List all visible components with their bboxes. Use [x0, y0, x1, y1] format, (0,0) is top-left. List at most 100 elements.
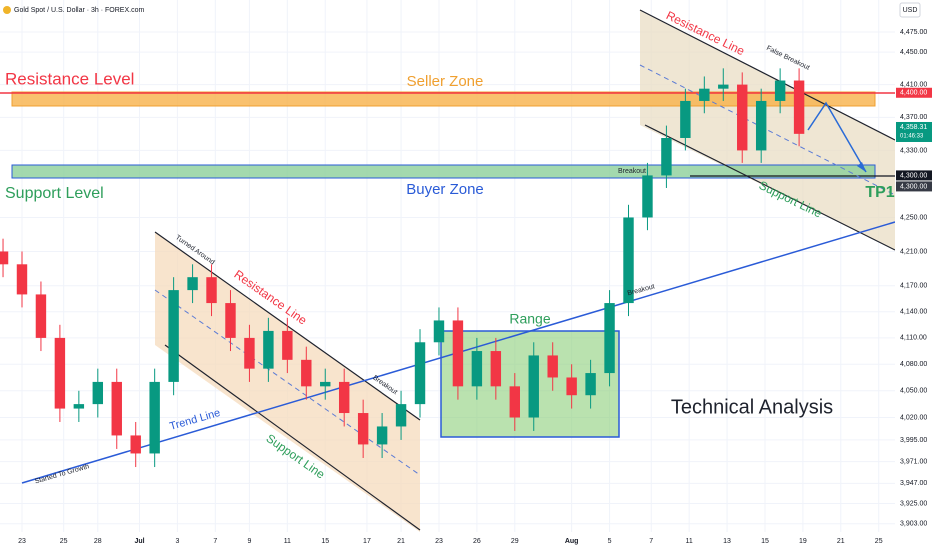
x-tick-label: 25 — [60, 538, 68, 545]
candle-body — [680, 100, 691, 138]
candle-body — [699, 88, 710, 101]
x-tick-label: 23 — [18, 538, 26, 545]
candle-body — [661, 137, 672, 176]
y-tick-label: 3,903.00 — [900, 521, 927, 528]
candle-body — [73, 404, 85, 409]
price-label-box — [896, 121, 932, 142]
annotation: Breakout — [618, 168, 646, 175]
channel-fill — [640, 10, 895, 250]
candle-body — [774, 80, 786, 101]
candle-body — [623, 217, 634, 304]
candle-body — [585, 373, 596, 396]
x-tick-label: 7 — [213, 538, 217, 545]
annotation: Support Level — [5, 185, 104, 202]
candle-body — [206, 277, 217, 304]
candle-body — [509, 386, 520, 418]
x-tick-label: 13 — [723, 538, 731, 545]
y-tick-label: 4,020.00 — [900, 414, 927, 421]
candle-body — [16, 264, 28, 295]
candle-body — [547, 355, 558, 378]
candle-body — [793, 80, 805, 134]
candle-body — [301, 359, 312, 387]
candle-body — [111, 381, 122, 436]
candle-body — [718, 84, 729, 89]
price-label-box — [896, 170, 932, 181]
candle-body — [452, 320, 464, 387]
y-tick-label: 4,410.00 — [900, 81, 927, 88]
currency-box — [899, 2, 921, 18]
forecast-arrow — [807, 101, 867, 173]
candle-body — [187, 277, 198, 291]
annotation: Range — [509, 311, 550, 327]
candles — [0, 68, 805, 468]
axes: 4,475.00 4,450.00 4,410.00 4,370.00 4,330.00… — [18, 29, 932, 545]
annotation: Technical Analysis — [671, 396, 833, 418]
annotation: Resistance Level — [5, 69, 134, 88]
x-tick-label: 15 — [761, 538, 769, 545]
x-tick-label: 26 — [473, 538, 481, 545]
candle-body — [0, 251, 9, 265]
candle-body — [92, 381, 104, 405]
x-tick-label: 11 — [686, 538, 693, 545]
x-tick-label: 21 — [397, 538, 405, 545]
candle-body — [35, 294, 47, 338]
countdown: 01:46:33 — [900, 134, 924, 140]
price-label-box — [896, 181, 932, 192]
candle-body — [471, 351, 483, 387]
candle-body — [282, 330, 293, 360]
y-tick-label: 4,370.00 — [900, 114, 927, 121]
candle-body — [490, 351, 502, 387]
annotation: TP1 — [865, 184, 894, 201]
y-tick-label: 4,110.00 — [900, 335, 927, 342]
x-tick-label: 19 — [799, 538, 807, 545]
candle-body — [737, 84, 748, 151]
y-tick-label: 4,475.00 — [900, 29, 927, 36]
candle-body — [54, 337, 66, 409]
y-tick-label: 3,995.00 — [900, 437, 927, 444]
x-tick-label: Jul — [134, 538, 144, 545]
x-tick-label: 28 — [94, 538, 102, 545]
price-label: 4,358.31 — [900, 124, 927, 131]
x-tick-label: 25 — [875, 538, 883, 545]
candle-body — [376, 426, 388, 445]
candle-body — [642, 175, 653, 218]
y-tick-label: 3,947.00 — [900, 480, 927, 487]
x-tick-label: 21 — [837, 538, 845, 545]
price-label-box — [896, 87, 932, 98]
candle-body — [755, 100, 767, 151]
x-tick-label: 5 — [608, 538, 612, 545]
price-label: 4,400.00 — [900, 90, 927, 97]
y-tick-label: 4,140.00 — [900, 309, 927, 316]
channel-lower — [164, 344, 421, 531]
arrow-head — [857, 162, 866, 172]
y-tick-label: 4,170.00 — [900, 283, 927, 290]
y-tick-label: 3,971.00 — [900, 458, 927, 465]
candle-body — [528, 355, 539, 418]
y-tick-label: 4,330.00 — [900, 147, 927, 154]
x-tick-label: 11 — [284, 538, 291, 545]
candle-body — [433, 320, 445, 343]
annotation: Seller Zone — [407, 73, 484, 90]
currency: USD — [903, 7, 918, 14]
candle-body — [395, 404, 407, 427]
y-tick-label: 4,250.00 — [900, 214, 927, 221]
candle-body — [320, 381, 331, 387]
price-label: 4,300.00 — [900, 172, 927, 179]
y-tick-label: 3,925.00 — [900, 500, 927, 507]
candle-body — [566, 377, 577, 396]
candle-body — [149, 381, 160, 454]
candle-body — [225, 303, 236, 338]
x-tick-label: 23 — [435, 538, 443, 545]
candle-body — [168, 290, 179, 382]
channel-upper — [639, 9, 896, 141]
symbol-icon — [3, 6, 11, 14]
x-tick-label: 29 — [511, 538, 519, 545]
candle-body — [357, 413, 369, 445]
price-label: 4,300.00 — [900, 183, 927, 190]
y-tick-label: 4,050.00 — [900, 388, 927, 395]
buyer-zone — [11, 164, 876, 179]
x-tick-label: 7 — [649, 538, 653, 545]
candle-body — [130, 435, 141, 454]
